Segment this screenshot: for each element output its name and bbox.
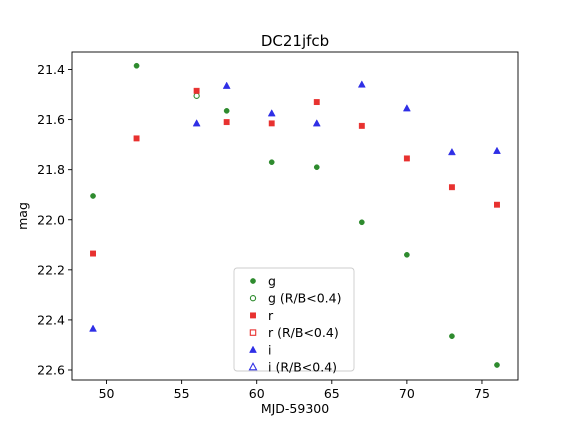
x-tick-label: 65 xyxy=(324,386,340,401)
x-tick-label: 70 xyxy=(399,386,415,401)
legend-label: r (R/B<0.4) xyxy=(268,325,339,340)
point-r xyxy=(193,87,200,94)
chart-title: DC21jfcb xyxy=(261,32,329,50)
point-r xyxy=(494,201,500,208)
point-i xyxy=(357,80,366,88)
point-g xyxy=(313,164,320,171)
legend-label: i (R/B<0.4) xyxy=(268,360,337,375)
y-tick-label: 22.2 xyxy=(37,262,65,277)
y-tick-label: 21.6 xyxy=(37,112,65,127)
point-g-r-b-0-4 xyxy=(193,92,200,99)
point-g xyxy=(133,62,140,69)
data-points xyxy=(89,62,501,368)
y-tick-label: 21.4 xyxy=(37,62,65,77)
x-axis-label: MJD-59300 xyxy=(261,401,329,416)
point-r xyxy=(268,120,275,127)
point-r xyxy=(133,135,140,142)
legend-marker xyxy=(249,329,257,336)
point-g xyxy=(449,333,455,340)
point-i xyxy=(402,104,411,112)
point-g xyxy=(268,159,275,166)
point-r xyxy=(313,99,320,106)
point-i xyxy=(267,109,276,117)
point-g xyxy=(90,193,96,199)
x-tick-label: 55 xyxy=(174,386,190,401)
x-axis: 50 55 60 65 70 75 xyxy=(99,380,490,401)
point-i xyxy=(312,119,321,127)
legend-marker xyxy=(249,345,257,353)
point-g xyxy=(358,219,365,226)
legend-marker xyxy=(250,278,256,284)
y-tick-label: 22.0 xyxy=(37,212,65,227)
point-r xyxy=(223,119,230,126)
point-g xyxy=(223,107,230,114)
y-axis-label: mag xyxy=(15,202,30,230)
point-r xyxy=(448,184,455,191)
legend: g g (R/B<0.4) r r (R/B<0.4) i i (R/B<0.4) xyxy=(233,267,355,375)
legend-marker xyxy=(250,312,256,319)
y-tick-label: 22.4 xyxy=(37,312,65,327)
y-axis: 21.4 21.6 21.8 22.0 22.2 22.4 22.6 xyxy=(37,62,72,377)
y-tick-label: 21.8 xyxy=(37,162,65,177)
point-g xyxy=(494,362,500,368)
x-tick-label: 60 xyxy=(249,386,265,401)
x-tick-label: 50 xyxy=(99,386,115,401)
point-r xyxy=(358,122,365,129)
legend-label: i xyxy=(268,342,271,357)
plot-area xyxy=(71,51,519,381)
legend-marker xyxy=(249,295,257,302)
point-i xyxy=(447,147,456,156)
point-g xyxy=(404,251,410,258)
legend-label: r xyxy=(268,308,274,323)
point-i xyxy=(192,119,201,127)
y-tick-label: 22.6 xyxy=(37,362,65,377)
legend-label: g (R/B<0.4) xyxy=(268,291,342,306)
legend-marker xyxy=(248,362,258,371)
legend-box xyxy=(233,267,355,372)
legend-label: g xyxy=(268,274,276,289)
point-i xyxy=(89,324,97,332)
x-tick-label: 75 xyxy=(474,386,490,401)
point-r xyxy=(403,155,410,162)
point-i xyxy=(493,146,501,154)
point-i xyxy=(222,81,231,89)
point-r xyxy=(90,250,96,257)
